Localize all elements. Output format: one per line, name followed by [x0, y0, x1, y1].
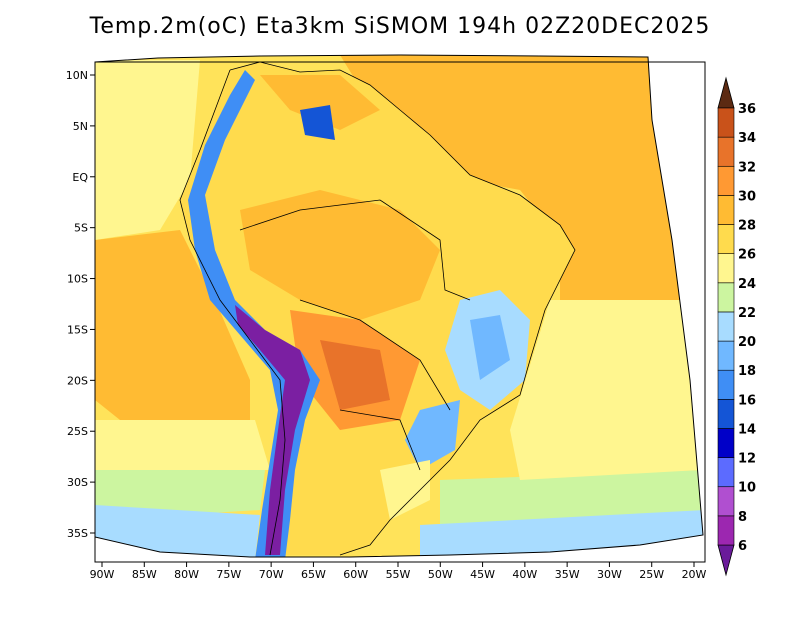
coastline-west — [179, 69, 286, 556]
colorbar-segment — [717, 428, 735, 458]
colorbar-label: 32 — [738, 160, 756, 175]
plot-frame — [94, 61, 706, 563]
colorbar-segment — [717, 486, 735, 517]
colorbar-label: 16 — [738, 393, 756, 408]
lat-tick-label: 35S — [67, 527, 88, 540]
lat-tick-label: 5S — [74, 222, 88, 235]
colorbar-label: 36 — [738, 102, 756, 117]
colorbar-segment — [717, 340, 735, 371]
colorbar-label: 18 — [738, 364, 756, 379]
colorbar-segment — [717, 107, 735, 138]
colorbar-label: 28 — [738, 219, 756, 234]
pacific-north-moderate — [95, 60, 200, 240]
colorbar-label: 14 — [738, 422, 756, 437]
longitude-axis: 90W 85W 80W 75W 70W 65W 60W 55W 50W 45W 40W 35W 30W 2… — [90, 562, 707, 581]
lat-tick-label: 30S — [67, 476, 88, 489]
map-title: Temp.2m(oC) Eta3km SiSMOM 194h 02Z20DEC2… — [89, 14, 711, 39]
lon-tick-label: 55W — [386, 568, 411, 581]
colorbar-segment — [717, 253, 735, 284]
amazon-warm-region — [240, 190, 440, 320]
colorbar-under-triangle — [717, 544, 735, 577]
guiana-highlands-cool — [300, 105, 335, 140]
lon-tick-label: 80W — [174, 568, 199, 581]
lon-tick-label: 35W — [555, 568, 580, 581]
coastline-east — [229, 61, 576, 556]
lat-tick-label: EQ — [72, 171, 88, 184]
domain-outline — [94, 54, 704, 558]
lat-tick-label: 15S — [67, 323, 88, 336]
paraguay-border — [339, 409, 421, 471]
brazil-north-border — [239, 199, 471, 301]
venezuela-warm-region — [260, 75, 380, 130]
colorbar-label: 26 — [738, 248, 756, 263]
pacific-mid-moderate — [95, 420, 270, 470]
colorbar-label: 22 — [738, 306, 756, 321]
colorbar-label: 6 — [738, 539, 747, 554]
lat-tick-label: 5N — [73, 120, 88, 133]
colorbar-segment — [717, 399, 735, 429]
colorbar-segment — [717, 282, 735, 313]
colorbar-segment — [717, 165, 735, 196]
temperature-field — [95, 55, 703, 557]
lon-tick-label: 65W — [301, 568, 326, 581]
colorbar-segment — [717, 311, 735, 342]
lat-tick-label: 20S — [67, 374, 88, 387]
lon-tick-label: 75W — [216, 568, 241, 581]
lon-tick-label: 45W — [470, 568, 495, 581]
lon-tick-label: 30W — [597, 568, 622, 581]
atlantic-warm-region — [340, 55, 690, 300]
bolivia-border — [299, 299, 451, 411]
lon-tick-label: 40W — [512, 568, 537, 581]
colorbar-over-triangle — [717, 76, 735, 109]
colorbar-segment — [717, 195, 735, 225]
lat-tick-label: 25S — [67, 425, 88, 438]
chaco-very-hot-region — [320, 340, 390, 410]
lon-tick-label: 90W — [90, 568, 115, 581]
lat-tick-label: 10N — [66, 69, 88, 82]
colorbar-label: 30 — [738, 189, 756, 204]
colorbar-label: 34 — [738, 131, 756, 146]
lon-tick-label: 60W — [343, 568, 368, 581]
lat-tick-label: 10S — [67, 273, 88, 286]
colorbar-segment — [717, 515, 735, 546]
colorbar-segment — [717, 457, 735, 488]
uruguay-moderate — [380, 460, 430, 520]
country-borders — [179, 61, 576, 556]
lon-tick-label: 25W — [639, 568, 664, 581]
south-brazil-cool — [405, 400, 460, 470]
colorbar-label: 10 — [738, 481, 756, 496]
pacific-south-cool — [95, 470, 265, 520]
colorbar: 6 8 10 12 14 16 18 20 22 24 26 28 30 32 34 36 — [717, 76, 756, 577]
colorbar-label: 8 — [738, 510, 747, 525]
latitude-axis: 10N 5N EQ 5S 10S 15S 20S 25S 30S 35S — [66, 69, 95, 540]
colorbar-segment — [717, 136, 735, 167]
colorbar-label: 20 — [738, 335, 756, 350]
colorbar-label: 12 — [738, 452, 756, 467]
pacific-warm-region — [95, 230, 250, 420]
lon-tick-label: 20W — [682, 568, 707, 581]
lon-tick-label: 70W — [259, 568, 284, 581]
lon-tick-label: 50W — [428, 568, 453, 581]
colorbar-label: 24 — [738, 277, 756, 292]
lon-tick-label: 85W — [132, 568, 157, 581]
atlantic-south-moderate — [510, 300, 700, 480]
colorbar-segment — [717, 224, 735, 254]
colorbar-segment — [717, 369, 735, 400]
andes-very-cold-belt — [235, 305, 310, 555]
brazil-highlands-cold — [470, 315, 510, 380]
